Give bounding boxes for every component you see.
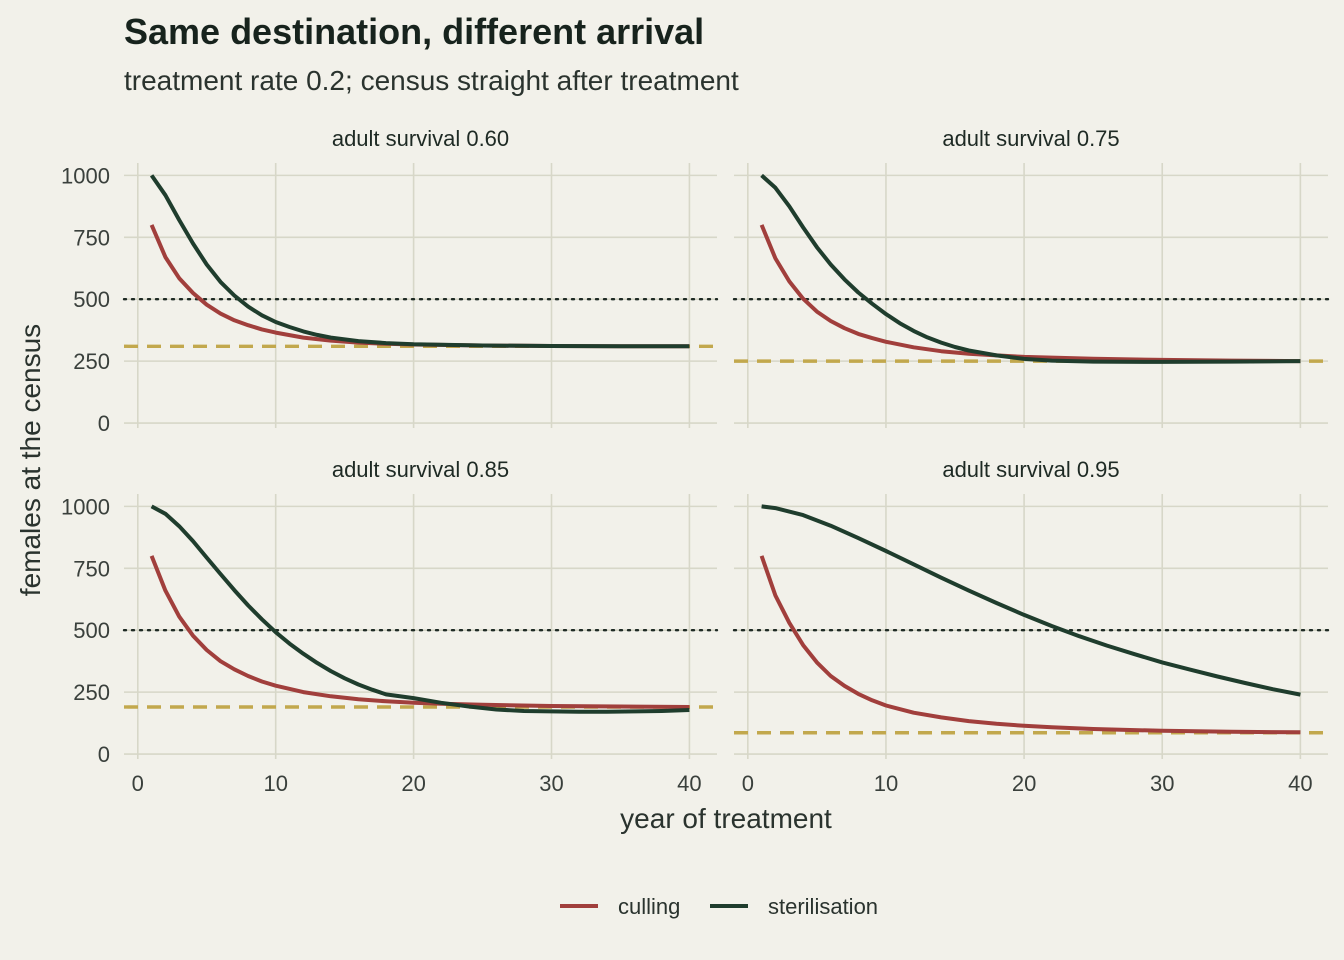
panel-strip-label: adult survival 0.95 [942,457,1119,482]
panel: adult survival 0.75 [732,126,1330,428]
series-line-culling [149,555,690,709]
x-tick-label: 30 [1150,771,1174,796]
series-line-sterilisation [150,504,690,714]
x-tick-label: 30 [539,771,563,796]
x-tick-label: 40 [677,771,701,796]
chart-subtitle: treatment rate 0.2; census straight afte… [124,65,739,96]
x-tick-label: 20 [1012,771,1036,796]
series-line-culling [759,224,1301,364]
y-tick-label: 0 [98,742,110,767]
y-tick-label: 250 [73,349,110,374]
x-tick-label: 0 [132,771,144,796]
series-line-culling [759,555,1301,735]
series-line-sterilisation [149,174,690,349]
series-line-sterilisation [761,504,1301,697]
panel-strip-label: adult survival 0.75 [942,126,1119,151]
series-line-culling [149,224,690,349]
y-tick-label: 1000 [61,163,110,188]
y-tick-label: 1000 [61,494,110,519]
legend-item-culling: culling [560,894,680,919]
panel-strip-label: adult survival 0.85 [332,457,509,482]
x-tick-label: 20 [401,771,425,796]
y-tick-label: 750 [73,225,110,250]
legend-item-sterilisation: sterilisation [710,894,878,919]
panel: adult survival 0.60 0 250 500 750 1000 [61,126,719,436]
legend: culling sterilisation [560,894,878,919]
y-axis-title: females at the census [15,324,46,596]
y-tick-label: 0 [98,411,110,436]
x-axis-title: year of treatment [620,803,832,834]
x-tick-label: 10 [263,771,287,796]
x-tick-label: 0 [742,771,754,796]
y-tick-label: 750 [73,556,110,581]
chart-title: Same destination, different arrival [124,11,704,52]
legend-label: culling [618,894,680,919]
panel: adult survival 0.85 0 250 500 750 1000 0 10 20 30… [61,457,719,796]
legend-label: sterilisation [768,894,878,919]
x-tick-label: 40 [1288,771,1312,796]
y-tick-label: 500 [73,287,110,312]
panel-strip-label: adult survival 0.60 [332,126,509,151]
x-tick-label: 10 [874,771,898,796]
panel: adult survival 0.95 0 10 20 30 40 [732,457,1330,796]
y-tick-label: 500 [73,618,110,643]
y-tick-label: 250 [73,680,110,705]
series-line-sterilisation [760,173,1301,364]
